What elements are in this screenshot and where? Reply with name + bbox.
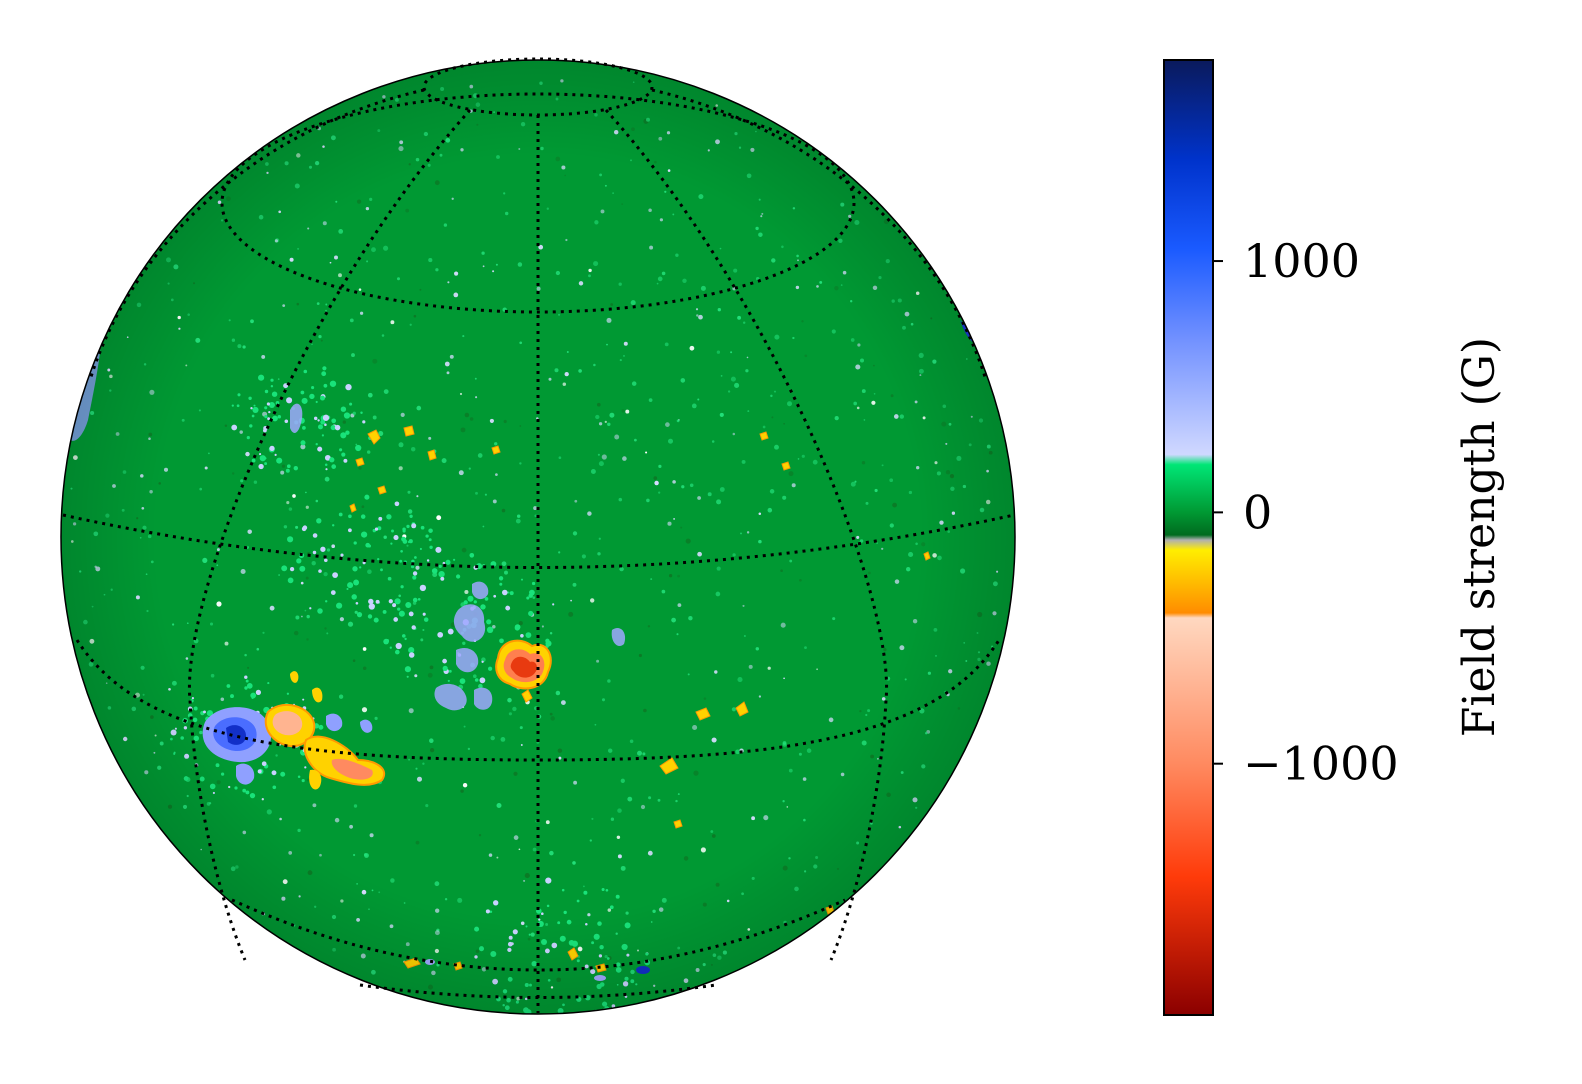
grid-parallel-high	[220, 92, 856, 314]
grid-parallel-mid	[62, 513, 1015, 569]
disk-limb	[60, 59, 1016, 1015]
plage-speckle	[574, 1016, 576, 1018]
colorbar-tick-label: 1000	[1243, 234, 1360, 288]
colorbar-tick-label: 0	[1243, 485, 1272, 539]
coordinate-grid	[62, 57, 1015, 1013]
colorbar-label: Field strength (G)	[1454, 337, 1505, 737]
disk-features	[61, 60, 1015, 1024]
plage-speckle	[585, 1013, 591, 1014]
plage-speckle	[599, 1010, 605, 1014]
grid-meridian-right-inner	[604, 109, 889, 961]
plage-speckle	[549, 1019, 554, 1024]
colorbar-tick-label: −1000	[1243, 737, 1399, 791]
grid-parallel-bottom	[359, 983, 717, 999]
colorbar-gradient	[1163, 59, 1214, 1016]
colorbar-ticks: 1000 0 −1000	[1213, 234, 1399, 791]
grid-meridian-left-inner	[187, 109, 472, 961]
solar-disk	[60, 57, 1016, 1024]
colorbar: 1000 0 −1000 Field strength (G)	[1163, 59, 1505, 1016]
